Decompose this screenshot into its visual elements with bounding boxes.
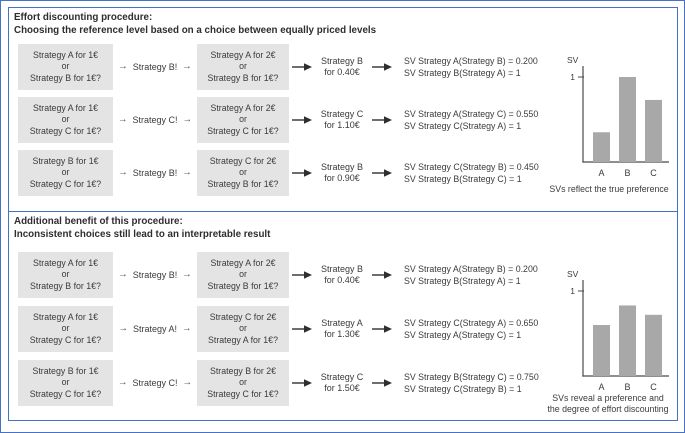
procedure-row: Strategy A for 1€ or Strategy C for 1€? …	[18, 306, 538, 352]
indifference-point-label: Strategy B for 0.40€	[320, 55, 364, 78]
procedure-row: Strategy A for 1€ or Strategy B for 1€? …	[18, 44, 538, 90]
choice-pair-box: Strategy B for 1€ or Strategy C for 1€?	[18, 360, 113, 406]
svg-text:B: B	[624, 382, 630, 392]
arrow-right-icon: →	[118, 269, 128, 281]
choice-result: → Strategy B! →	[113, 62, 197, 72]
chart-caption: SVs reflect the true preference	[549, 184, 669, 194]
arrow-right-icon	[369, 115, 395, 125]
svg-text:SV: SV	[567, 55, 579, 65]
sv-equations: SV Strategy A(Strategy C) = 0.550 SV Str…	[404, 108, 539, 132]
indifference-point-label: Strategy C for 1.50€	[320, 371, 364, 394]
choice-pair-box: Strategy A for 1€ or Strategy B for 1€?	[18, 252, 113, 298]
arrow-right-icon: →	[182, 377, 193, 389]
choice-pair-box: Strategy B for 1€ or Strategy C for 1€?	[18, 150, 113, 196]
followup-pair-box: Strategy C for 2€ or Strategy A for 1€?	[197, 306, 289, 352]
arrow-right-icon: →	[182, 167, 192, 179]
choice-pair-box: Strategy A for 1€ or Strategy C for 1€?	[18, 97, 113, 143]
procedure-row: Strategy B for 1€ or Strategy C for 1€? …	[18, 360, 539, 406]
procedure-row: Strategy B for 1€ or Strategy C for 1€? …	[18, 150, 539, 196]
sv-equations: SV Strategy B(Strategy C) = 0.750 SV Str…	[404, 371, 539, 395]
sv-equations: SV Strategy C(Strategy B) = 0.450 SV Str…	[404, 161, 539, 185]
choice-result: → Strategy C! →	[113, 115, 197, 125]
followup-pair-box: Strategy B for 2€ or Strategy C for 1€?	[197, 360, 289, 406]
choice-label: Strategy B!	[132, 270, 178, 280]
panel-title: Additional benefit of this procedure: In…	[14, 216, 271, 240]
arrow-right-icon	[289, 270, 315, 280]
arrow-right-icon	[369, 378, 395, 388]
top-panel: Effort discounting procedure: Choosing t…	[8, 7, 678, 212]
svg-text:A: A	[598, 168, 604, 178]
svg-text:C: C	[650, 168, 657, 178]
indifference-point-label: Strategy B for 0.40€	[320, 263, 364, 286]
panel-title: Effort discounting procedure: Choosing t…	[14, 12, 377, 36]
indifference-point-label: Strategy A for 1.30€	[321, 317, 363, 340]
followup-pair-box: Strategy A for 2€ or Strategy B for 1€?	[197, 252, 289, 298]
choice-result: → Strategy B! →	[113, 168, 197, 178]
sv-bar-chart: SV 1 A B C	[567, 269, 669, 392]
svg-text:A: A	[598, 382, 604, 392]
arrow-right-icon	[369, 270, 395, 280]
svg-text:1: 1	[570, 72, 575, 82]
choice-pair-box: Strategy A for 1€ or Strategy B for 1€?	[18, 44, 113, 90]
arrow-right-icon: →	[182, 114, 193, 126]
procedure-row: Strategy A for 1€ or Strategy C for 1€? …	[18, 97, 538, 143]
arrow-right-icon	[289, 115, 315, 125]
bottom-panel: Additional benefit of this procedure: In…	[8, 211, 678, 421]
followup-pair-box: Strategy A for 2€ or Strategy B for 1€?	[197, 44, 289, 90]
procedure-row: Strategy A for 1€ or Strategy B for 1€? …	[18, 252, 538, 298]
chart-caption: SVs reveal a preference and the degree o…	[547, 393, 669, 414]
arrow-right-icon: →	[118, 323, 128, 335]
followup-pair-box: Strategy A for 2€ or Strategy C for 1€?	[197, 97, 289, 143]
choice-result: → Strategy A! →	[113, 324, 197, 334]
arrow-right-icon: →	[182, 323, 192, 335]
arrow-right-icon: →	[118, 61, 128, 73]
svg-text:B: B	[624, 168, 630, 178]
sv-equations: SV Strategy C(Strategy A) = 0.650 SV Str…	[404, 317, 539, 341]
choice-label: Strategy B!	[132, 168, 178, 178]
indifference-point-label: Strategy B for 0.90€	[320, 161, 364, 184]
sv-equations: SV Strategy A(Strategy B) = 0.200 SV Str…	[404, 55, 538, 79]
choice-result: → Strategy B! →	[113, 270, 197, 280]
choice-result: → Strategy C! →	[113, 378, 197, 388]
arrow-right-icon	[289, 168, 315, 178]
choice-label: Strategy A!	[132, 324, 178, 334]
svg-text:C: C	[650, 382, 657, 392]
sv-bar-chart: SV 1 A B C	[567, 55, 669, 178]
arrow-right-icon: →	[118, 167, 128, 179]
choice-label: Strategy B!	[132, 62, 178, 72]
choice-pair-box: Strategy A for 1€ or Strategy C for 1€?	[18, 306, 113, 352]
arrow-right-icon	[369, 62, 395, 72]
svg-text:1: 1	[570, 286, 575, 296]
arrow-right-icon	[289, 62, 315, 72]
followup-pair-box: Strategy C for 2€ or Strategy B for 1€?	[197, 150, 289, 196]
arrow-right-icon: →	[182, 61, 192, 73]
svg-text:SV: SV	[567, 269, 579, 279]
sv-equations: SV Strategy A(Strategy B) = 0.200 SV Str…	[404, 263, 538, 287]
arrow-right-icon: →	[117, 377, 128, 389]
arrow-right-icon: →	[117, 114, 128, 126]
arrow-right-icon	[289, 324, 315, 334]
arrow-right-icon: →	[182, 269, 192, 281]
choice-label: Strategy C!	[132, 115, 178, 125]
arrow-right-icon	[289, 378, 315, 388]
arrow-right-icon	[369, 168, 395, 178]
indifference-point-label: Strategy C for 1.10€	[320, 108, 364, 131]
choice-label: Strategy C!	[132, 378, 178, 388]
arrow-right-icon	[369, 324, 395, 334]
